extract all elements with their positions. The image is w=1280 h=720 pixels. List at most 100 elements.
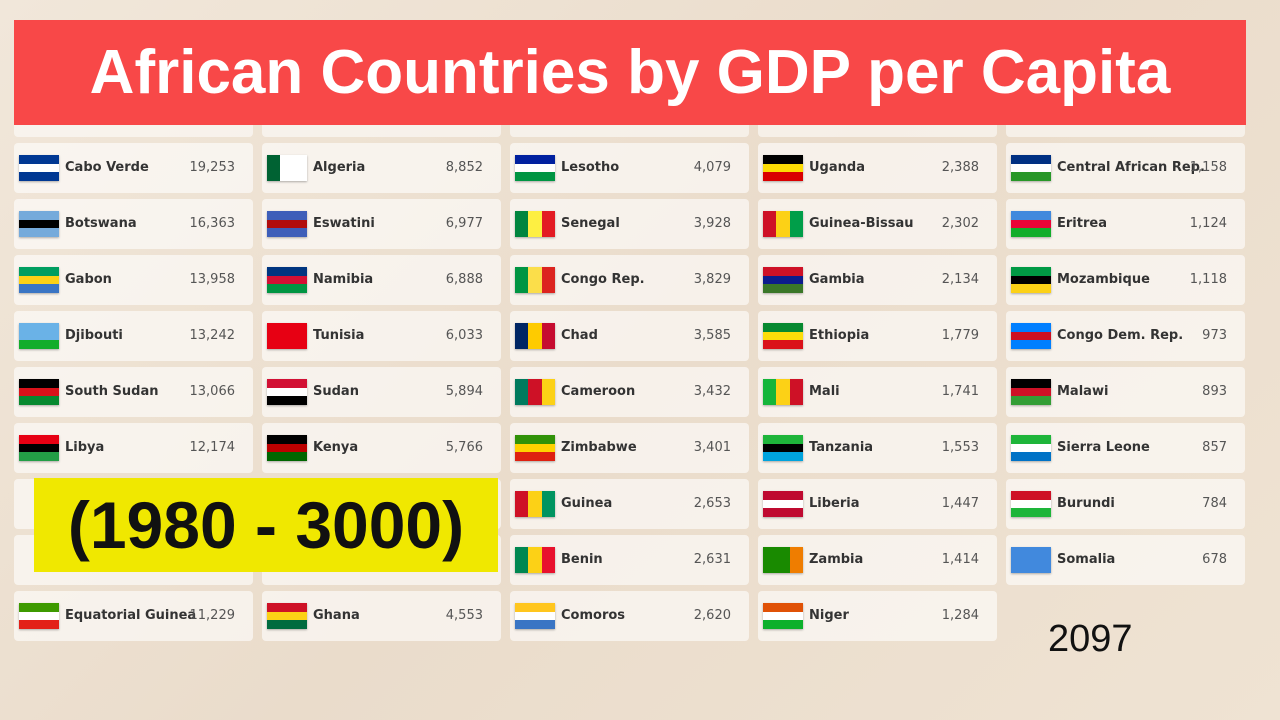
country-card: Zambia 1,414 xyxy=(758,535,997,585)
country-card: Ghana 4,553 xyxy=(262,591,501,641)
country-name: Ethiopia xyxy=(809,328,870,343)
gdp-value: 973 xyxy=(1202,328,1227,343)
flag-icon xyxy=(19,379,59,406)
country-card: Uganda 2,388 xyxy=(758,143,997,193)
flag-icon xyxy=(763,603,803,630)
country-name: Equatorial Guinea xyxy=(65,608,197,623)
flag-icon xyxy=(19,211,59,238)
country-name: Central African Rep. xyxy=(1057,160,1205,175)
country-name: Congo Rep. xyxy=(561,272,645,287)
country-name: Sierra Leone xyxy=(1057,440,1150,455)
gdp-value: 6,888 xyxy=(445,272,483,287)
country-name: Tunisia xyxy=(313,328,365,343)
gdp-value: 1,414 xyxy=(941,552,979,567)
country-name: Liberia xyxy=(809,496,860,511)
card-edge xyxy=(758,125,997,137)
country-card: Sierra Leone 857 xyxy=(1006,423,1245,473)
country-name: Malawi xyxy=(1057,384,1109,399)
country-card: Sudan 5,894 xyxy=(262,367,501,417)
country-card: Mali 1,741 xyxy=(758,367,997,417)
country-name: Cameroon xyxy=(561,384,636,399)
flag-icon xyxy=(1011,547,1051,574)
country-card: Tunisia 6,033 xyxy=(262,311,501,361)
gdp-value: 5,766 xyxy=(445,440,483,455)
country-name: Gabon xyxy=(65,272,112,287)
country-name: Libya xyxy=(65,440,105,455)
country-name: Senegal xyxy=(561,216,620,231)
gdp-value: 2,620 xyxy=(693,608,731,623)
flag-icon xyxy=(1011,323,1051,350)
country-card: Eswatini 6,977 xyxy=(262,199,501,249)
gdp-value: 19,253 xyxy=(189,160,236,175)
country-card: Comoros 2,620 xyxy=(510,591,749,641)
current-year: 2097 xyxy=(1048,618,1133,660)
gdp-value: 13,242 xyxy=(189,328,236,343)
country-name: Tanzania xyxy=(809,440,874,455)
flag-icon xyxy=(515,603,555,630)
gdp-value: 1,553 xyxy=(941,440,979,455)
country-name: Eswatini xyxy=(313,216,375,231)
flag-icon xyxy=(19,155,59,182)
gdp-value: 893 xyxy=(1202,384,1227,399)
country-card: Lesotho 4,079 xyxy=(510,143,749,193)
gdp-value: 2,631 xyxy=(693,552,731,567)
year-range-banner: (1980 - 3000) xyxy=(34,478,498,572)
country-card: Libya 12,174 xyxy=(14,423,253,473)
country-name: Comoros xyxy=(561,608,626,623)
gdp-value: 1,741 xyxy=(941,384,979,399)
country-name: Kenya xyxy=(313,440,359,455)
gdp-value: 4,553 xyxy=(445,608,483,623)
country-name: Namibia xyxy=(313,272,374,287)
flag-icon xyxy=(763,547,803,573)
country-card: South Sudan 13,066 xyxy=(14,367,253,417)
flag-icon xyxy=(267,603,307,630)
gdp-value: 13,066 xyxy=(189,384,236,399)
gdp-value: 3,432 xyxy=(693,384,731,399)
country-card: Congo Rep. 3,829 xyxy=(510,255,749,305)
country-name: Uganda xyxy=(809,160,865,175)
flag-icon xyxy=(1011,491,1051,518)
gdp-value: 6,977 xyxy=(445,216,483,231)
flag-icon xyxy=(267,211,307,238)
flag-icon xyxy=(1011,211,1051,238)
country-name: Sudan xyxy=(313,384,359,399)
flag-icon xyxy=(763,155,803,182)
country-name: South Sudan xyxy=(65,384,159,399)
country-name: Botswana xyxy=(65,216,137,231)
country-name: Guinea xyxy=(561,496,613,511)
country-card: Eritrea 1,124 xyxy=(1006,199,1245,249)
country-name: Guinea-Bissau xyxy=(809,216,914,231)
country-card: Somalia 678 xyxy=(1006,535,1245,585)
flag-icon xyxy=(763,323,803,350)
flag-icon xyxy=(1011,435,1051,462)
flag-icon xyxy=(515,211,555,237)
country-card: Algeria 8,852 xyxy=(262,143,501,193)
country-name: Benin xyxy=(561,552,603,567)
flag-icon xyxy=(763,435,803,462)
country-card: Burundi 784 xyxy=(1006,479,1245,529)
flag-icon xyxy=(515,155,555,182)
flag-icon xyxy=(19,603,59,630)
gdp-value: 2,302 xyxy=(941,216,979,231)
flag-icon xyxy=(19,435,59,462)
gdp-value: 3,829 xyxy=(693,272,731,287)
flag-icon xyxy=(267,435,307,462)
country-card: Namibia 6,888 xyxy=(262,255,501,305)
flag-icon xyxy=(19,323,59,350)
flag-icon xyxy=(267,323,307,350)
flag-icon xyxy=(515,435,555,462)
country-card: Djibouti 13,242 xyxy=(14,311,253,361)
flag-icon xyxy=(763,491,803,518)
country-card: Cameroon 3,432 xyxy=(510,367,749,417)
flag-icon xyxy=(267,379,307,406)
gdp-value: 857 xyxy=(1202,440,1227,455)
country-card: Ethiopia 1,779 xyxy=(758,311,997,361)
gdp-value: 1,158 xyxy=(1189,160,1227,175)
country-name: Somalia xyxy=(1057,552,1116,567)
gdp-value: 5,894 xyxy=(445,384,483,399)
gdp-value: 3,401 xyxy=(693,440,731,455)
gdp-value: 4,079 xyxy=(693,160,731,175)
gdp-value: 12,174 xyxy=(189,440,236,455)
card-edge xyxy=(510,125,749,137)
country-card: Niger 1,284 xyxy=(758,591,997,641)
